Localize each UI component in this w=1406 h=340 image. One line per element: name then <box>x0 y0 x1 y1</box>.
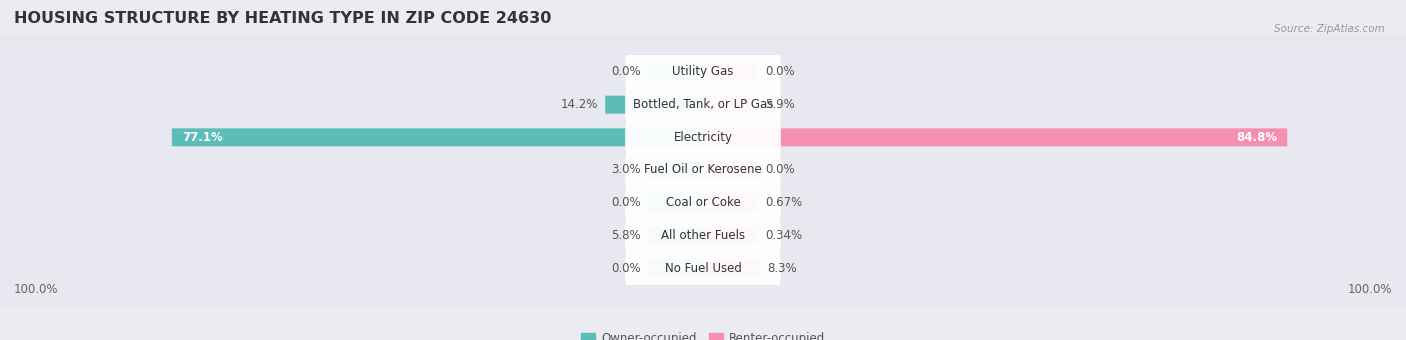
Text: All other Fuels: All other Fuels <box>661 229 745 242</box>
FancyBboxPatch shape <box>703 226 758 244</box>
FancyBboxPatch shape <box>0 34 1406 110</box>
FancyBboxPatch shape <box>0 67 1406 142</box>
FancyBboxPatch shape <box>648 194 703 212</box>
FancyBboxPatch shape <box>0 165 1406 240</box>
FancyBboxPatch shape <box>703 161 758 179</box>
FancyBboxPatch shape <box>626 55 780 89</box>
Text: 0.34%: 0.34% <box>765 229 803 242</box>
Text: HOUSING STRUCTURE BY HEATING TYPE IN ZIP CODE 24630: HOUSING STRUCTURE BY HEATING TYPE IN ZIP… <box>14 11 551 26</box>
Text: No Fuel Used: No Fuel Used <box>665 261 741 274</box>
Text: Electricity: Electricity <box>673 131 733 144</box>
Text: 8.3%: 8.3% <box>768 261 797 274</box>
FancyBboxPatch shape <box>648 259 703 277</box>
FancyBboxPatch shape <box>626 88 780 122</box>
Text: 5.8%: 5.8% <box>612 229 641 242</box>
FancyBboxPatch shape <box>626 186 780 220</box>
FancyBboxPatch shape <box>703 194 758 212</box>
FancyBboxPatch shape <box>605 96 703 114</box>
Text: Source: ZipAtlas.com: Source: ZipAtlas.com <box>1274 24 1385 34</box>
FancyBboxPatch shape <box>0 132 1406 208</box>
FancyBboxPatch shape <box>172 128 703 146</box>
Text: 100.0%: 100.0% <box>14 283 59 296</box>
FancyBboxPatch shape <box>626 153 780 187</box>
FancyBboxPatch shape <box>0 230 1406 306</box>
FancyBboxPatch shape <box>648 226 703 244</box>
FancyBboxPatch shape <box>0 198 1406 273</box>
Text: 0.0%: 0.0% <box>612 196 641 209</box>
FancyBboxPatch shape <box>703 63 758 81</box>
Text: 0.0%: 0.0% <box>765 66 794 79</box>
Text: 0.0%: 0.0% <box>612 66 641 79</box>
Text: 0.0%: 0.0% <box>765 164 794 176</box>
Text: 14.2%: 14.2% <box>561 98 599 111</box>
Text: 5.9%: 5.9% <box>765 98 794 111</box>
Text: 0.67%: 0.67% <box>765 196 803 209</box>
Text: Bottled, Tank, or LP Gas: Bottled, Tank, or LP Gas <box>633 98 773 111</box>
Text: Utility Gas: Utility Gas <box>672 66 734 79</box>
Text: 0.0%: 0.0% <box>612 261 641 274</box>
Legend: Owner-occupied, Renter-occupied: Owner-occupied, Renter-occupied <box>581 332 825 340</box>
FancyBboxPatch shape <box>703 128 1288 146</box>
FancyBboxPatch shape <box>626 251 780 285</box>
FancyBboxPatch shape <box>703 259 761 277</box>
FancyBboxPatch shape <box>0 100 1406 175</box>
Text: 77.1%: 77.1% <box>183 131 224 144</box>
Text: 100.0%: 100.0% <box>1347 283 1392 296</box>
FancyBboxPatch shape <box>648 161 703 179</box>
Text: Coal or Coke: Coal or Coke <box>665 196 741 209</box>
Text: 3.0%: 3.0% <box>612 164 641 176</box>
FancyBboxPatch shape <box>626 218 780 252</box>
FancyBboxPatch shape <box>648 63 703 81</box>
Text: Fuel Oil or Kerosene: Fuel Oil or Kerosene <box>644 164 762 176</box>
FancyBboxPatch shape <box>703 96 758 114</box>
FancyBboxPatch shape <box>626 120 780 154</box>
Text: 84.8%: 84.8% <box>1236 131 1277 144</box>
